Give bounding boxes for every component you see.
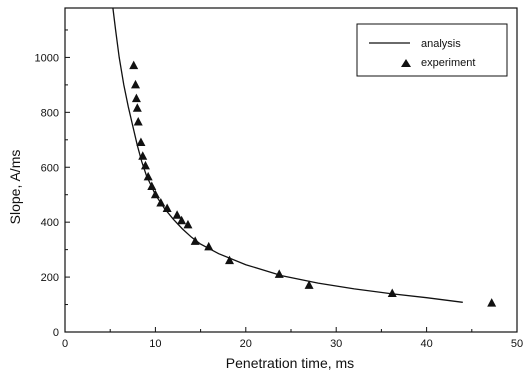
experiment-point bbox=[133, 116, 143, 126]
experiment-point bbox=[304, 280, 314, 289]
experiment-point bbox=[129, 60, 139, 70]
x-tick-label: 0 bbox=[62, 338, 68, 350]
experiment-point bbox=[131, 93, 141, 103]
legend-box bbox=[356, 23, 508, 77]
legend-triangle-swatch bbox=[401, 59, 411, 67]
experiment-point bbox=[156, 197, 166, 207]
y-tick-label: 1000 bbox=[35, 52, 59, 64]
experiment-point bbox=[225, 255, 235, 265]
experiment-point bbox=[172, 210, 182, 219]
experiment-point bbox=[487, 298, 497, 307]
experiment-point bbox=[143, 171, 153, 181]
experiment-point bbox=[190, 236, 200, 245]
y-tick-label: 800 bbox=[41, 107, 59, 119]
experiment-point bbox=[177, 215, 187, 225]
x-tick-label: 50 bbox=[511, 338, 523, 350]
x-axis: 0 10 20 30 40 50 bbox=[62, 327, 523, 350]
experiment-point bbox=[183, 219, 193, 229]
legend: analysis experiment bbox=[356, 23, 508, 77]
x-tick-label: 30 bbox=[330, 338, 342, 350]
experiment-point bbox=[138, 151, 148, 160]
experiment-point bbox=[136, 137, 146, 147]
experiment-point bbox=[131, 79, 141, 89]
x-tick-label: 10 bbox=[149, 338, 161, 350]
y-axis: 0 200 400 600 800 1000 bbox=[35, 29, 70, 339]
experiment-point bbox=[204, 241, 214, 251]
y-tick-label: 400 bbox=[41, 217, 59, 229]
experiment-point bbox=[140, 160, 150, 170]
y-tick-label: 0 bbox=[53, 327, 59, 339]
x-axis-title: Penetration time, ms bbox=[226, 355, 354, 371]
y-tick-label: 600 bbox=[41, 162, 59, 174]
experiment-point bbox=[132, 103, 142, 112]
y-tick-label: 200 bbox=[41, 272, 59, 284]
analysis-curve bbox=[112, 7, 463, 303]
experiment-point bbox=[150, 189, 160, 199]
experiment-point bbox=[387, 288, 397, 298]
legend-label-experiment: experiment bbox=[421, 57, 475, 69]
x-tick-label: 20 bbox=[240, 338, 252, 350]
y-axis-title: Slope, A/ms bbox=[7, 150, 23, 225]
x-tick-label: 40 bbox=[420, 338, 432, 350]
experiment-point bbox=[274, 269, 284, 278]
experiment-point bbox=[162, 203, 172, 212]
legend-label-analysis: analysis bbox=[421, 38, 461, 50]
experiment-point bbox=[147, 181, 157, 190]
series-layer bbox=[112, 7, 497, 307]
